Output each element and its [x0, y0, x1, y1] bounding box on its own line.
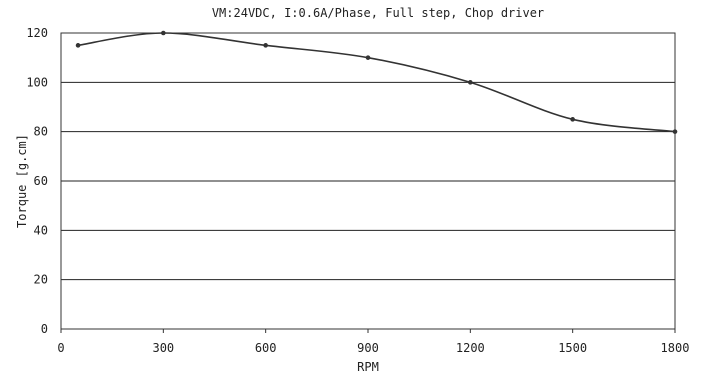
data-point — [672, 129, 678, 134]
data-point — [161, 30, 166, 36]
grid-lines — [61, 32, 675, 330]
x-tick-label: 1200 — [456, 341, 485, 355]
y-tick-label: 0 — [41, 322, 48, 336]
y-axis-label: Torque [g.cm] — [15, 134, 29, 228]
y-tick-label: 60 — [34, 174, 48, 188]
x-axis-label: RPM — [357, 360, 379, 374]
data-point — [468, 80, 473, 85]
y-tick-labels: 0 20 40 60 80 100 120 — [26, 26, 48, 336]
x-tick-label: 0 — [57, 341, 64, 355]
data-point — [570, 117, 575, 122]
y-tick-label: 20 — [34, 273, 48, 287]
data-point — [75, 43, 81, 48]
x-tick-label: 300 — [152, 341, 174, 355]
chart-title: VM:24VDC, I:0.6A/Phase, Full step, Chop … — [212, 6, 544, 20]
x-tick-label: 900 — [357, 341, 379, 355]
x-tick-label: 600 — [255, 341, 277, 355]
y-tick-label: 100 — [26, 75, 48, 89]
data-series — [75, 30, 678, 134]
data-point — [263, 43, 268, 48]
x-tick-labels: 0 300 600 900 1200 1500 1800 — [57, 329, 689, 355]
y-tick-label: 40 — [34, 223, 48, 237]
data-point — [365, 55, 371, 60]
y-tick-label: 120 — [26, 26, 48, 40]
x-tick-label: 1500 — [558, 341, 587, 355]
x-tick-label: 1800 — [661, 341, 690, 355]
y-tick-label: 80 — [34, 125, 48, 139]
